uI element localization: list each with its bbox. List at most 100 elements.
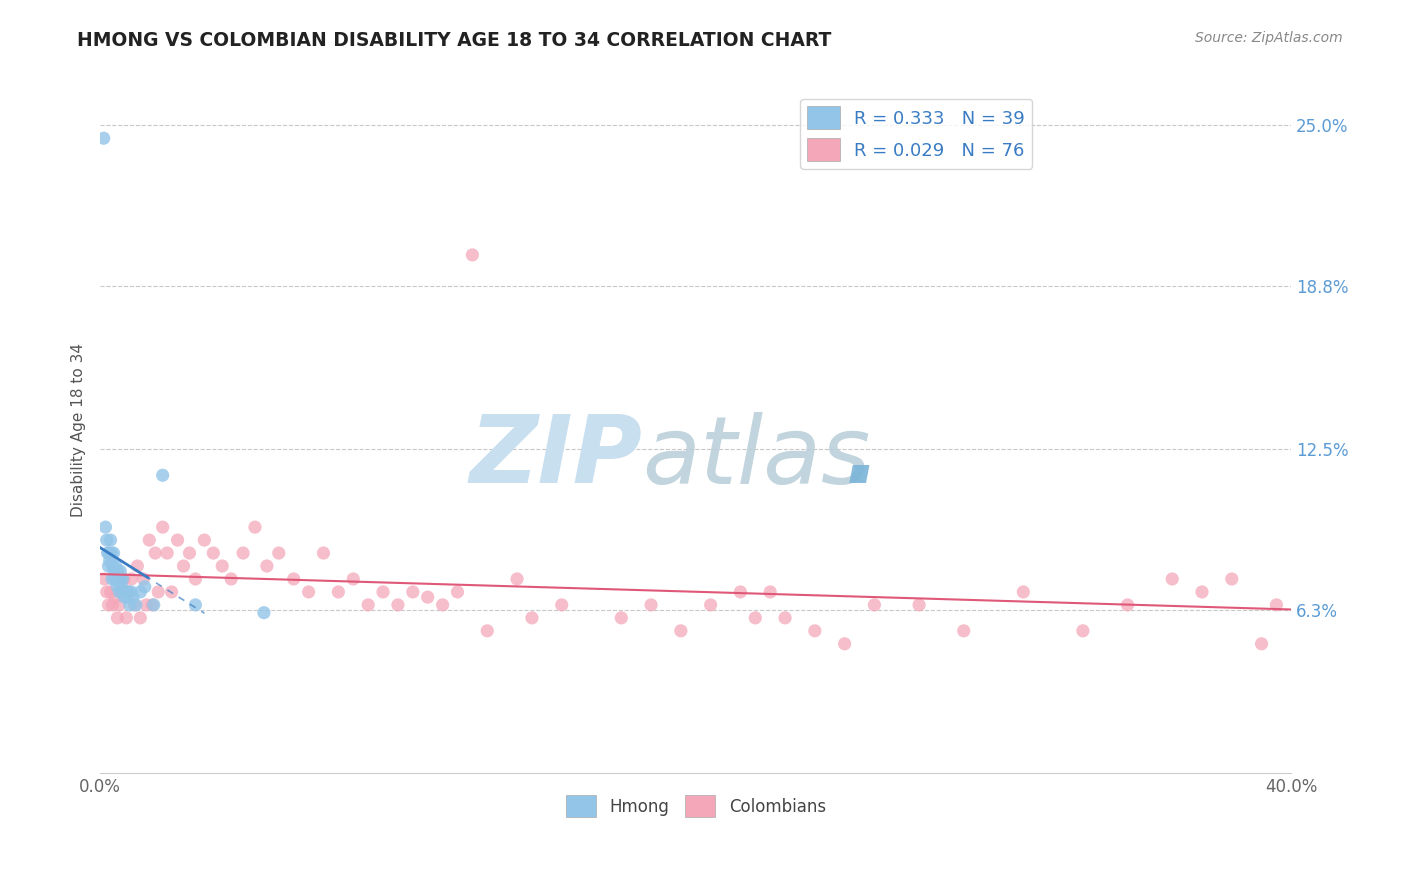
- Point: [104, 590, 127, 604]
- Point: [804, 624, 827, 638]
- Point: [1265, 598, 1288, 612]
- Point: [104, 572, 127, 586]
- Point: [371, 585, 394, 599]
- Point: [114, 585, 136, 599]
- Point: [699, 598, 721, 612]
- Point: [610, 611, 633, 625]
- Point: [93, 131, 115, 145]
- Point: [551, 598, 574, 612]
- Point: [759, 585, 782, 599]
- Point: [416, 590, 439, 604]
- Point: [98, 546, 121, 560]
- Point: [118, 598, 141, 612]
- Point: [267, 546, 290, 560]
- Point: [107, 611, 129, 625]
- Point: [110, 585, 132, 599]
- Point: [101, 559, 124, 574]
- Point: [141, 598, 163, 612]
- Point: [193, 533, 215, 547]
- Point: [834, 637, 856, 651]
- Point: [115, 611, 138, 625]
- Point: [100, 585, 122, 599]
- Point: [640, 598, 662, 612]
- Point: [357, 598, 380, 612]
- Point: [124, 598, 146, 612]
- Point: [232, 546, 254, 560]
- Point: [103, 564, 125, 578]
- Point: [120, 585, 142, 599]
- Point: [744, 611, 766, 625]
- Point: [446, 585, 468, 599]
- Point: [112, 585, 135, 599]
- Point: [129, 611, 152, 625]
- Point: [110, 580, 132, 594]
- Point: [669, 624, 692, 638]
- Point: [96, 533, 118, 547]
- Point: [108, 598, 131, 612]
- Point: [104, 559, 127, 574]
- Point: [211, 559, 233, 574]
- Point: [477, 624, 499, 638]
- Point: [135, 598, 157, 612]
- Point: [1220, 572, 1243, 586]
- Point: [101, 572, 124, 586]
- Point: [773, 611, 796, 625]
- Point: [256, 559, 278, 574]
- Point: [93, 572, 115, 586]
- Point: [125, 598, 148, 612]
- Text: Source: ZipAtlas.com: Source: ZipAtlas.com: [1195, 31, 1343, 45]
- Point: [110, 564, 132, 578]
- Point: [243, 520, 266, 534]
- Point: [283, 572, 305, 586]
- Point: [1191, 585, 1213, 599]
- Point: [342, 572, 364, 586]
- Point: [156, 546, 179, 560]
- Point: [152, 520, 174, 534]
- Text: .: .: [845, 411, 880, 503]
- Point: [107, 580, 129, 594]
- Point: [506, 572, 529, 586]
- Point: [127, 559, 149, 574]
- Point: [166, 533, 188, 547]
- Point: [387, 598, 409, 612]
- Point: [100, 533, 122, 547]
- Point: [908, 598, 931, 612]
- Point: [432, 598, 454, 612]
- Point: [110, 572, 132, 586]
- Point: [219, 572, 242, 586]
- Point: [96, 585, 118, 599]
- Point: [184, 572, 207, 586]
- Point: [103, 546, 125, 560]
- Point: [148, 585, 170, 599]
- Point: [111, 572, 134, 586]
- Point: [1071, 624, 1094, 638]
- Point: [179, 546, 201, 560]
- Point: [107, 564, 129, 578]
- Point: [1116, 598, 1139, 612]
- Point: [108, 585, 131, 599]
- Point: [120, 572, 142, 586]
- Point: [105, 572, 128, 586]
- Point: [100, 546, 122, 560]
- Point: [142, 598, 165, 612]
- Point: [312, 546, 335, 560]
- Point: [101, 598, 124, 612]
- Point: [402, 585, 425, 599]
- Point: [143, 546, 166, 560]
- Point: [160, 585, 183, 599]
- Point: [184, 598, 207, 612]
- Point: [1012, 585, 1035, 599]
- Point: [173, 559, 195, 574]
- Point: [863, 598, 886, 612]
- Point: [520, 611, 543, 625]
- Text: HMONG VS COLOMBIAN DISABILITY AGE 18 TO 34 CORRELATION CHART: HMONG VS COLOMBIAN DISABILITY AGE 18 TO …: [77, 31, 832, 50]
- Point: [297, 585, 319, 599]
- Y-axis label: Disability Age 18 to 34: Disability Age 18 to 34: [72, 343, 86, 516]
- Point: [152, 468, 174, 483]
- Legend: Hmong, Colombians: Hmong, Colombians: [560, 789, 832, 823]
- Point: [122, 590, 145, 604]
- Point: [952, 624, 974, 638]
- Point: [115, 590, 138, 604]
- Point: [97, 546, 120, 560]
- Point: [202, 546, 225, 560]
